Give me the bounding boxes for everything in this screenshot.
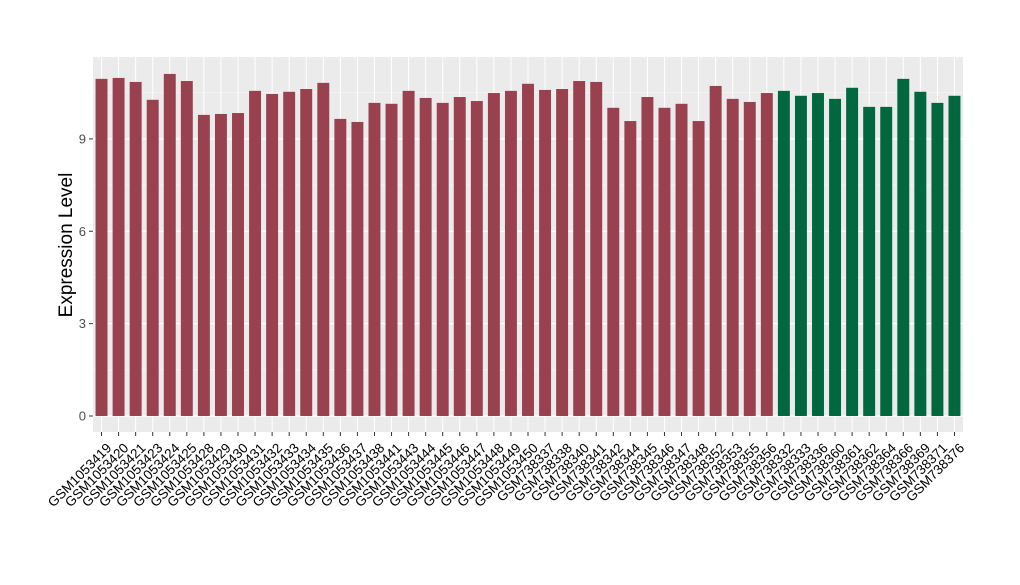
bar — [846, 87, 859, 416]
bar — [880, 106, 893, 416]
bar — [487, 93, 500, 416]
bar — [129, 81, 142, 416]
bar — [266, 93, 279, 416]
bar — [573, 81, 586, 416]
bar — [419, 97, 432, 416]
bar — [931, 102, 944, 416]
bar — [453, 97, 466, 416]
bar — [522, 83, 534, 416]
bar — [300, 89, 313, 416]
bar — [897, 78, 910, 416]
bar — [726, 98, 739, 416]
bar — [283, 91, 296, 416]
bar — [504, 90, 517, 416]
bar — [556, 89, 569, 416]
bar — [914, 91, 927, 416]
bar — [590, 81, 603, 416]
bar — [470, 101, 483, 416]
bar — [402, 90, 415, 416]
y-tick-label: 0 — [79, 408, 86, 423]
bar — [146, 99, 159, 416]
bar — [794, 95, 807, 416]
bar — [624, 121, 637, 416]
bar — [743, 101, 756, 416]
bar — [368, 102, 381, 416]
bar — [760, 93, 773, 416]
bar — [829, 98, 842, 416]
bar — [249, 90, 262, 416]
bar — [436, 102, 449, 416]
bar — [180, 81, 193, 416]
bar — [948, 95, 961, 416]
bar — [95, 78, 108, 416]
bar — [334, 118, 347, 416]
bar — [232, 113, 244, 416]
bar — [112, 77, 125, 416]
bar — [675, 103, 688, 416]
bar — [607, 107, 620, 416]
bar — [163, 73, 176, 416]
bar — [539, 89, 552, 416]
bar — [692, 121, 705, 416]
y-tick-label: 6 — [79, 224, 86, 239]
bar — [197, 114, 210, 416]
y-axis-title: Expression Level — [56, 173, 77, 318]
bar — [317, 82, 330, 416]
y-tick-label: 3 — [79, 316, 86, 331]
bar — [812, 93, 824, 416]
bar — [385, 103, 398, 416]
bar — [351, 121, 364, 416]
bar — [777, 90, 790, 416]
bar — [863, 106, 876, 416]
y-tick-label: 9 — [79, 131, 86, 146]
bar — [709, 85, 722, 416]
bar — [641, 97, 654, 416]
bar — [214, 113, 227, 416]
bar — [658, 107, 671, 416]
